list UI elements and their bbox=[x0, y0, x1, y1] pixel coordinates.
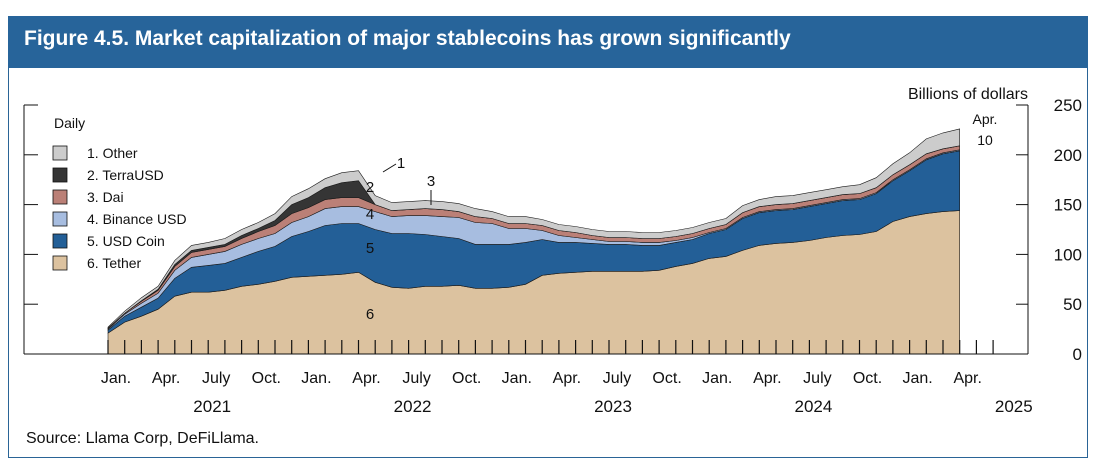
x-tick-label: Jan. bbox=[702, 370, 732, 387]
x-tick-label: July bbox=[803, 370, 831, 387]
figure-title: Figure 4.5. Market capitalization of maj… bbox=[8, 16, 1088, 68]
legend-label-tether: 6. Tether bbox=[87, 255, 142, 271]
legend-label-usd-coin: 5. USD Coin bbox=[87, 233, 165, 249]
x-tick-label: Jan. bbox=[902, 370, 932, 387]
legend-swatch-tether bbox=[52, 255, 68, 271]
y-tick-label: 100 bbox=[1054, 245, 1082, 264]
year-label: 2022 bbox=[394, 397, 432, 416]
x-tick-label: Apr. bbox=[352, 370, 380, 387]
x-tick-label: Apr. bbox=[953, 370, 981, 387]
end-annotation-day: 10 bbox=[977, 132, 993, 148]
x-tick-label: Jan. bbox=[301, 370, 331, 387]
x-tick-label: July bbox=[402, 370, 430, 387]
source-note: Source: Llama Corp, DeFiLlama. bbox=[26, 430, 259, 447]
series-number-dai: 3 bbox=[427, 173, 435, 190]
series-number-usd-coin: 5 bbox=[366, 240, 374, 257]
y-tick-label: 150 bbox=[1054, 196, 1082, 215]
year-label: 2023 bbox=[594, 397, 632, 416]
legend-swatch-dai bbox=[52, 189, 68, 205]
x-tick-label: Apr. bbox=[553, 370, 581, 387]
x-tick-label: Apr. bbox=[753, 370, 781, 387]
y-tick-label: 250 bbox=[1054, 96, 1082, 115]
legend-label-binance-usd: 4. Binance USD bbox=[87, 211, 187, 227]
legend-swatch-terrausd bbox=[52, 167, 68, 183]
year-label: 2025 bbox=[995, 397, 1033, 416]
legend-label-terrausd: 2. TerraUSD bbox=[87, 167, 164, 183]
series-number-terrausd: 2 bbox=[366, 179, 374, 196]
frequency-label: Daily bbox=[54, 115, 85, 131]
series-number-binance-usd: 4 bbox=[366, 206, 374, 223]
legend-swatch-other bbox=[52, 145, 68, 161]
year-label: 2024 bbox=[794, 397, 832, 416]
y-tick-label: 0 bbox=[1073, 345, 1082, 364]
x-tick-label: Jan. bbox=[101, 370, 131, 387]
legend-swatch-usd-coin bbox=[52, 233, 68, 249]
y-tick-label: 50 bbox=[1063, 295, 1082, 314]
series-area-other bbox=[107, 128, 960, 329]
x-tick-label: Oct. bbox=[252, 370, 281, 387]
x-tick-label: Oct. bbox=[452, 370, 481, 387]
x-tick-label: July bbox=[202, 370, 230, 387]
leader-line-other bbox=[382, 163, 397, 173]
x-tick-label: Apr. bbox=[152, 370, 180, 387]
x-tick-label: Oct. bbox=[652, 370, 681, 387]
end-annotation-month: Apr. bbox=[973, 111, 998, 127]
series-number-other: 1 bbox=[397, 155, 405, 172]
legend-swatch-binance-usd bbox=[52, 211, 68, 227]
year-label: 2021 bbox=[193, 397, 231, 416]
x-tick-label: July bbox=[603, 370, 631, 387]
y-tick-label: 200 bbox=[1054, 146, 1082, 165]
x-tick-label: Jan. bbox=[502, 370, 532, 387]
y-axis-title: Billions of dollars bbox=[908, 86, 1028, 103]
series-number-tether: 6 bbox=[366, 306, 374, 323]
legend-label-other: 1. Other bbox=[87, 145, 138, 161]
x-tick-label: Oct. bbox=[853, 370, 882, 387]
legend-label-dai: 3. Dai bbox=[87, 189, 124, 205]
